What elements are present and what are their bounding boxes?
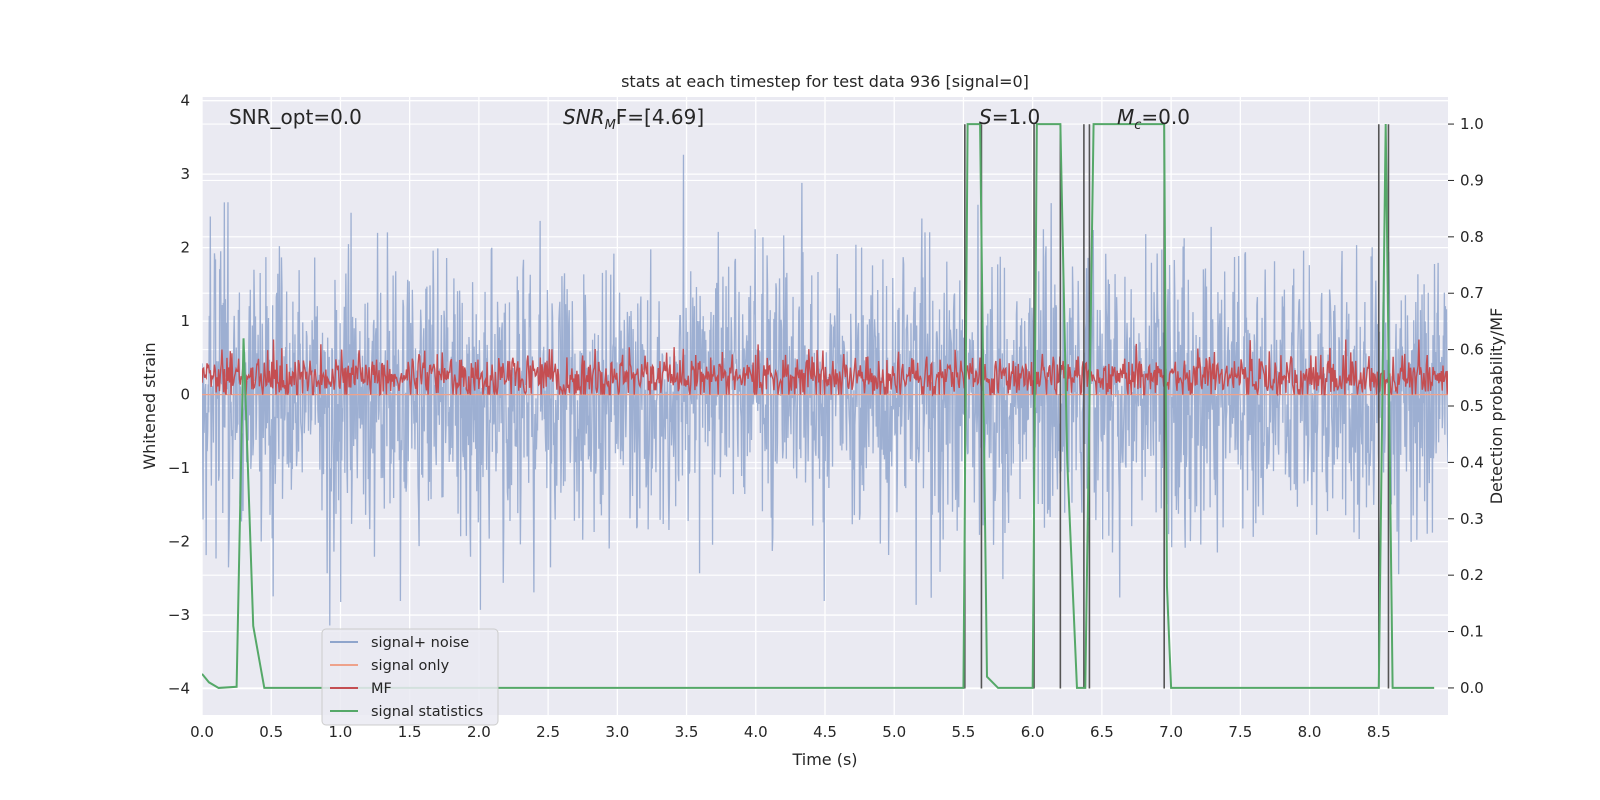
y-right-tick-label: 0.6	[1460, 341, 1484, 359]
x-tick-label: 7.0	[1159, 723, 1183, 741]
annotation-mc-sub: c	[1134, 118, 1141, 133]
y-left-tick-label: 3	[180, 165, 190, 183]
y-right-tick-label: 0.0	[1460, 679, 1484, 697]
legend-box	[321, 628, 499, 726]
annotation-snr-mf-main: SNR	[563, 105, 605, 129]
legend-label-mf: MF	[371, 681, 392, 697]
legend-label-signal-statistics: signal statistics	[371, 704, 483, 720]
x-tick-label: 6.5	[1090, 723, 1114, 741]
x-tick-label: 1.5	[398, 723, 422, 741]
x-tick-label: 8.0	[1298, 723, 1322, 741]
y-right-tick-label: 0.5	[1460, 397, 1484, 415]
x-tick-label: 3.5	[675, 723, 699, 741]
y-left-tick-label: −2	[168, 533, 190, 551]
annotation-snr-mf: SNRMF=[4.69]	[563, 105, 704, 133]
x-axis-label: Time (s)	[791, 750, 857, 769]
annotation-mc-rest: =0.0	[1141, 105, 1190, 129]
series-mf	[202, 339, 1448, 397]
y-right-tick-label: 0.4	[1460, 453, 1484, 471]
annotation-s: S=1.0	[979, 105, 1040, 129]
y-right-tick-label: 0.1	[1460, 623, 1484, 641]
annotation-mc-main: M	[1117, 105, 1134, 129]
x-tick-label: 0.5	[259, 723, 283, 741]
x-tick-label: 2.5	[536, 723, 560, 741]
y-right-tick-label: 0.9	[1460, 171, 1484, 189]
y-left-tick-label: −3	[168, 606, 190, 624]
y-left-tick-label: 0	[180, 386, 190, 404]
x-tick-label: 4.5	[813, 723, 837, 741]
x-tick-label: 8.5	[1367, 723, 1391, 741]
x-axis-ticks: 0.0 0.5 1.0 1.5 2.0 2.5 3.0 3.5 4.0 4.5 5.0 5.5 6.0 6…	[190, 723, 1391, 741]
y-left-tick-label: −1	[168, 459, 190, 477]
annotation-snr-mf-sub: M	[605, 118, 616, 133]
x-tick-label: 2.0	[467, 723, 491, 741]
x-tick-label: 1.0	[329, 723, 353, 741]
y-right-tick-label: 0.3	[1460, 510, 1484, 528]
y-left-tick-label: 2	[180, 239, 190, 257]
y-right-tick-label: 0.8	[1460, 228, 1484, 246]
legend-label-signal-plus-noise: signal+ noise	[371, 635, 469, 651]
annotation-mc: Mc=0.0	[1117, 105, 1190, 133]
x-tick-label: 4.0	[744, 723, 768, 741]
x-tick-label: 5.0	[882, 723, 906, 741]
chart-title: stats at each timestep for test data 936…	[621, 72, 1029, 91]
legend-label-signal-only: signal only	[371, 658, 450, 674]
x-tick-label: 0.0	[190, 723, 214, 741]
series-signal-statistics	[202, 123, 1435, 689]
x-tick-label: 5.5	[952, 723, 976, 741]
y-right-tick-label: 1.0	[1460, 115, 1484, 133]
y-right-tick-label: 0.7	[1460, 284, 1484, 302]
annotation-snr-mf-rest: F=[4.69]	[616, 105, 704, 129]
annotation-s-main: S	[979, 105, 992, 129]
y-axis-right-ticks: 0.0 0.1 0.2 0.3 0.4 0.5 0.6 0.7 0.8 0.9 1.0	[1448, 115, 1484, 697]
y-right-tick-label: 0.2	[1460, 566, 1484, 584]
y-left-tick-label: 4	[180, 92, 190, 110]
annotation-s-rest: =1.0	[992, 105, 1041, 129]
y-left-tick-label: 1	[180, 312, 190, 330]
y-axis-left-ticks: −4 −3 −2 −1 0 1 2 3 4	[168, 92, 190, 698]
x-tick-label: 6.0	[1021, 723, 1045, 741]
x-tick-label: 3.0	[605, 723, 629, 741]
annotation-snr-opt: SNR_opt=0.0	[229, 105, 362, 129]
y-axis-right-label: Detection probability/MF	[1487, 308, 1506, 505]
legend: signal+ noise signal only MF signal stat…	[321, 628, 499, 726]
y-axis-left-label: Whitened strain	[140, 342, 159, 469]
y-left-tick-label: −4	[168, 680, 190, 698]
x-tick-label: 7.5	[1228, 723, 1252, 741]
